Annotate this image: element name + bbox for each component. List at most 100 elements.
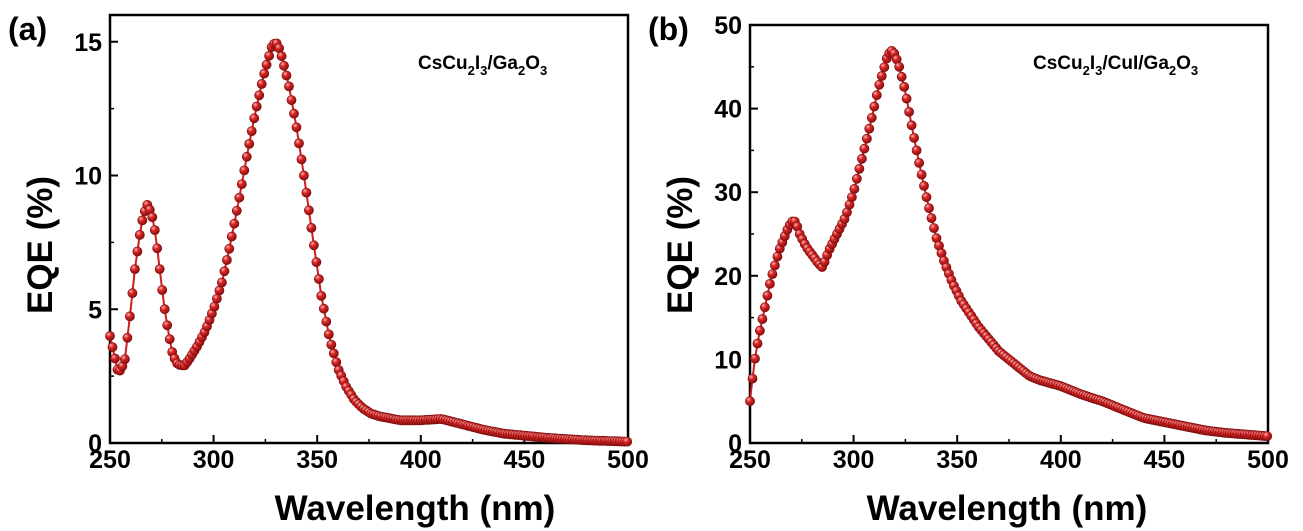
x-axis-title-b: Wavelength (nm) [867,489,1148,528]
data-point [326,339,337,350]
x-tick-label: 300 [193,446,235,474]
data-point [211,293,222,304]
data-point [132,246,143,257]
data-point [854,163,865,174]
data-point [901,93,912,104]
data-point [857,153,867,164]
data-point [750,353,760,364]
y-tick-label: 0 [728,430,742,458]
data-point [291,122,302,133]
data-point [149,225,160,235]
data-point [757,314,768,324]
data-point [869,101,880,112]
data-point [323,329,334,340]
data-point [226,231,237,242]
data-point [256,79,267,89]
data-point [286,95,297,105]
x-tick-label: 500 [1247,446,1289,474]
data-point [154,264,165,274]
data-point [919,180,929,191]
panel-label-b: (b) [648,11,689,47]
chart-panel-b: (b) EQE (%) Wavelength (nm) CsCu2I3/CuI/… [648,11,1289,528]
data-point [879,62,890,73]
data-point [251,101,262,112]
data-point [301,187,312,198]
data-point [306,222,317,233]
x-tick-label: 250 [729,446,771,474]
data-point [767,269,778,279]
data-point [745,396,755,407]
data-point [221,255,232,265]
data-point [859,143,870,154]
chart-panel-a: (a) EQE (%) Wavelength (nm) CsCu2I3/Ga2O… [8,11,649,528]
data-point [219,266,230,277]
data-point [229,218,240,229]
x-tick-label: 500 [607,446,649,474]
x-axis-title-a: Wavelength (nm) [275,489,556,528]
data-point [755,325,765,336]
data-point [874,79,885,90]
y-tick-label: 15 [74,29,102,57]
panel-label-a: (a) [8,11,47,47]
data-point [862,133,872,144]
y-axis-title-a: EQE (%) [21,176,60,314]
y-tick-label: 5 [88,296,102,324]
data-point [926,213,937,223]
data-point [866,112,877,123]
x-tick-label: 350 [296,446,338,474]
x-tick-label: 250 [89,446,131,474]
data-point [289,108,299,119]
data-point [162,320,173,331]
data-point [224,243,235,254]
data-point [122,332,133,343]
data-point [105,331,115,341]
data-point [328,348,339,359]
data-point [216,277,227,288]
data-point [311,257,322,268]
y-tick-label: 20 [714,263,742,291]
data-point [760,302,770,313]
data-point [294,138,304,149]
legend-b: CsCu2I3/CuI/Ga2O3 [1033,53,1198,78]
x-tick-label: 400 [1040,446,1082,474]
data-point [916,169,927,180]
data-point [231,205,242,216]
y-tick-label: 50 [714,12,742,40]
data-point [924,203,934,213]
plot-frame [108,13,630,445]
data-point [852,173,862,184]
y-tick-label: 0 [88,430,102,458]
data-point [281,70,292,81]
data-point [157,285,168,295]
data-point [762,290,773,301]
y-tick-label: 40 [714,96,742,124]
data-point [159,304,170,315]
data-point [914,157,924,168]
data-point [236,179,247,189]
data-point [246,126,257,137]
data-point [239,165,250,176]
data-point [259,68,270,79]
data-point [849,183,860,194]
data-point [876,71,887,81]
data-point [244,138,255,149]
data-point [276,51,287,62]
y-axis-title-b: EQE (%) [661,176,700,314]
data-point [904,107,914,117]
data-point [318,303,329,314]
data-point [127,288,138,299]
data-point [129,264,140,274]
plot-frame [748,23,1270,445]
data-point [906,120,917,131]
data-point [929,223,939,233]
data-point [303,205,314,216]
data-point [894,61,905,72]
data-point [308,240,319,251]
data-point [899,82,910,92]
data-point [752,338,763,349]
data-point [137,215,148,226]
legend-a: CsCu2I3/Ga2O3 [418,53,547,78]
data-point [107,342,118,353]
data-point [284,81,294,92]
